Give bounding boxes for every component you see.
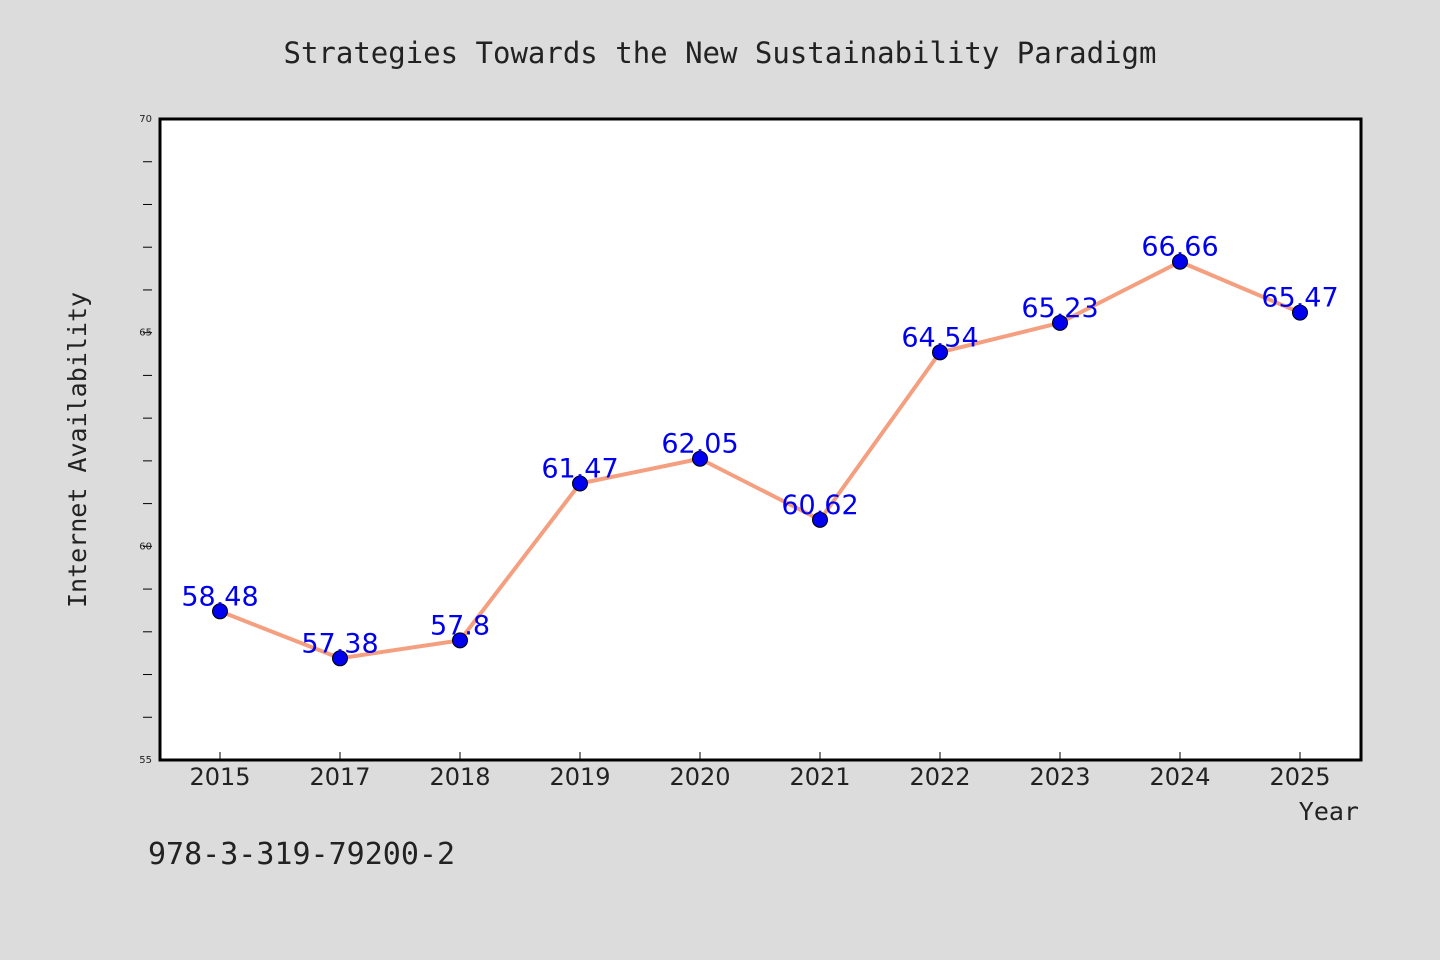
data-point (212, 603, 228, 620)
data-point (932, 344, 948, 361)
x-tick-label: 2022 (909, 763, 970, 791)
x-tick-label: 2015 (189, 763, 250, 791)
y-tick-label: 60 (139, 541, 152, 552)
data-label: 64.54 (901, 322, 978, 353)
x-axis: 2015 2017 2018 2019 2020 2021 2022 2023 2024 2025 (189, 752, 1331, 791)
data-point (452, 632, 468, 649)
x-tick-label: 2020 (669, 763, 730, 791)
isbn-footer: 978-3-319-79200-2 (148, 837, 455, 872)
x-tick-label: 2021 (789, 763, 850, 791)
data-label: 61.47 (541, 454, 618, 485)
series-line (218, 259, 1302, 661)
y-axis-label: Internet Availability (63, 292, 92, 608)
data-point (1292, 304, 1308, 321)
data-label: 57.38 (301, 628, 378, 659)
y-axis: 55 60 65 70 (139, 114, 152, 766)
x-axis-label: Year (1299, 797, 1359, 826)
x-tick-label: 2024 (1149, 763, 1210, 791)
x-tick-label: 2025 (1269, 763, 1330, 791)
data-point (572, 475, 588, 492)
x-tick-label: 2023 (1029, 763, 1090, 791)
chart-title: Strategies Towards the New Sustainabilit… (284, 36, 1157, 70)
series-line (218, 259, 1302, 661)
data-label: 65.23 (1021, 293, 1098, 324)
data-labels: 58.48 57.38 57.8 61.47 62.05 60.62 64.54 65.23 6… (181, 232, 1338, 660)
x-tick-label: 2018 (429, 763, 490, 791)
y-tick-label: 55 (139, 755, 152, 766)
data-label: 65.47 (1261, 283, 1338, 314)
y-tick-label: 70 (139, 114, 152, 125)
data-point (1172, 253, 1188, 270)
x-tick-label: 2019 (549, 763, 610, 791)
plot-area (158, 117, 1363, 762)
data-label: 62.05 (661, 429, 738, 460)
data-label: 60.62 (781, 490, 858, 521)
data-label: 66.66 (1141, 232, 1218, 263)
series-markers (212, 253, 1308, 667)
data-point (332, 650, 348, 667)
data-point (812, 511, 828, 528)
data-point (692, 450, 708, 467)
data-point (1052, 314, 1068, 331)
data-label: 58.48 (181, 581, 258, 612)
x-tick-label: 2017 (309, 763, 370, 791)
data-label: 57.8 (430, 610, 490, 641)
y-tick-label: 65 (139, 328, 152, 339)
